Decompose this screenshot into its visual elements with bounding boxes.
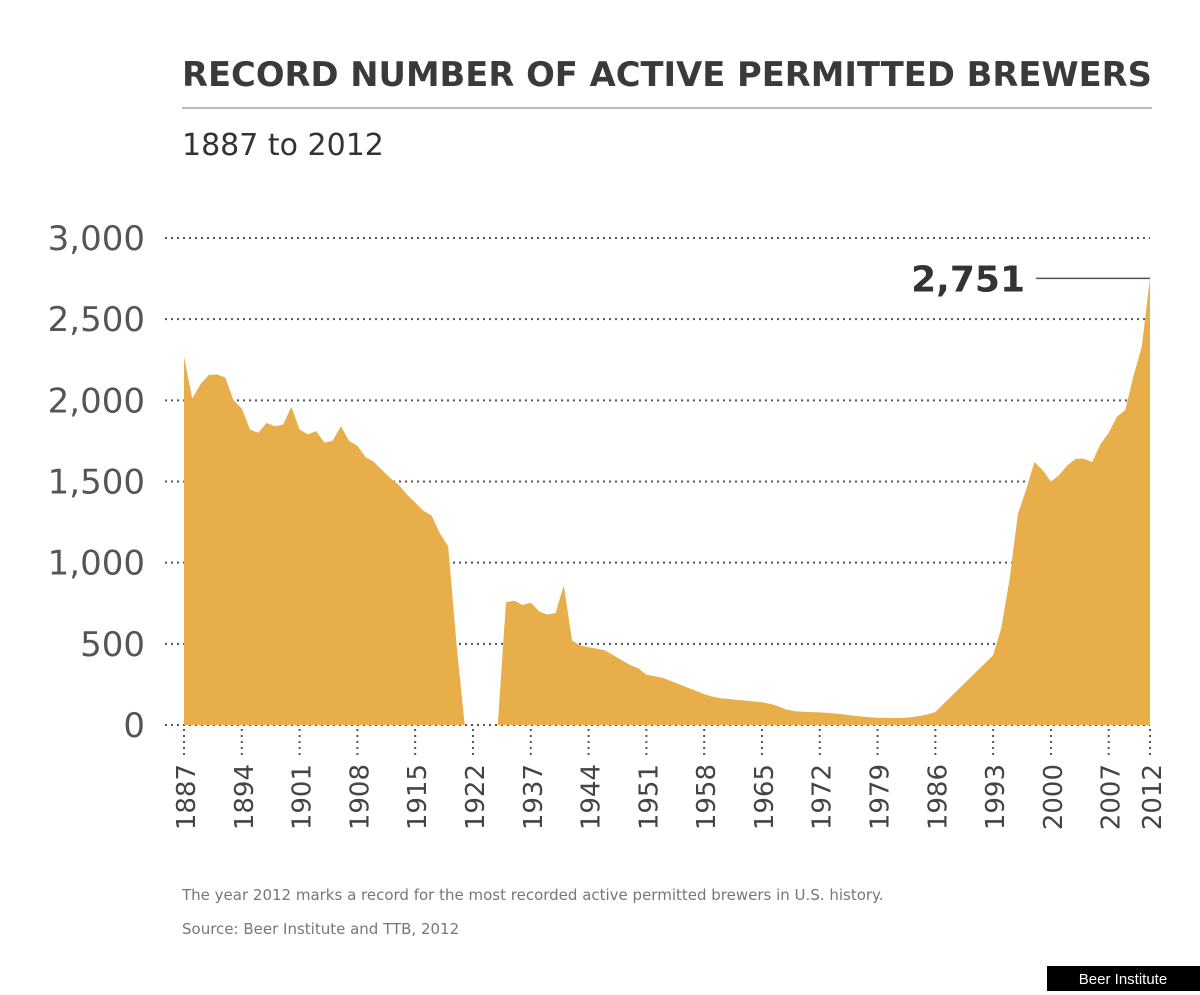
x-tick-label: 1937 — [519, 764, 549, 830]
x-tick-label: 1979 — [866, 764, 896, 830]
y-tick-label: 1,500 — [48, 463, 145, 503]
y-tick-label: 0 — [123, 706, 145, 746]
x-tick-label: 1993 — [981, 764, 1011, 830]
area — [184, 278, 1150, 725]
source: Source: Beer Institute and TTB, 2012 — [182, 920, 459, 938]
x-tick-label: 1972 — [808, 764, 838, 830]
annotation: 2,751 — [911, 259, 1025, 300]
chart-subtitle: 1887 to 2012 — [182, 128, 384, 163]
x-tick-label: 1894 — [230, 764, 260, 830]
chart-title: RECORD NUMBER OF ACTIVE PERMITTED BREWER… — [182, 55, 1152, 95]
x-tick-label: 1986 — [923, 764, 953, 830]
y-tick-label: 3,000 — [48, 219, 145, 259]
x-tick-label: 1887 — [172, 764, 202, 830]
note: The year 2012 marks a record for the mos… — [181, 886, 884, 904]
credit: Beer Institute — [1079, 971, 1167, 988]
credit-box — [1047, 966, 1200, 991]
x-tick-label: 1922 — [461, 764, 491, 830]
x-tick-label: 2012 — [1138, 764, 1168, 830]
x-tick-label: 1915 — [403, 764, 433, 830]
y-tick-label: 2,500 — [48, 300, 145, 340]
x-tick-label: 1965 — [750, 764, 780, 830]
x-tick-label: 2000 — [1039, 764, 1069, 830]
x-tick-label: 2007 — [1097, 764, 1127, 830]
x-tick-label: 1908 — [345, 764, 375, 830]
x-tick-label: 1901 — [288, 764, 318, 830]
x-tick-label: 1958 — [692, 764, 722, 830]
x-tick-label: 1951 — [634, 764, 664, 830]
y-tick-label: 500 — [80, 625, 145, 665]
y-tick-label: 1,000 — [48, 544, 145, 584]
x-tick-label: 1944 — [577, 764, 607, 830]
y-tick-label: 2,000 — [48, 381, 145, 421]
